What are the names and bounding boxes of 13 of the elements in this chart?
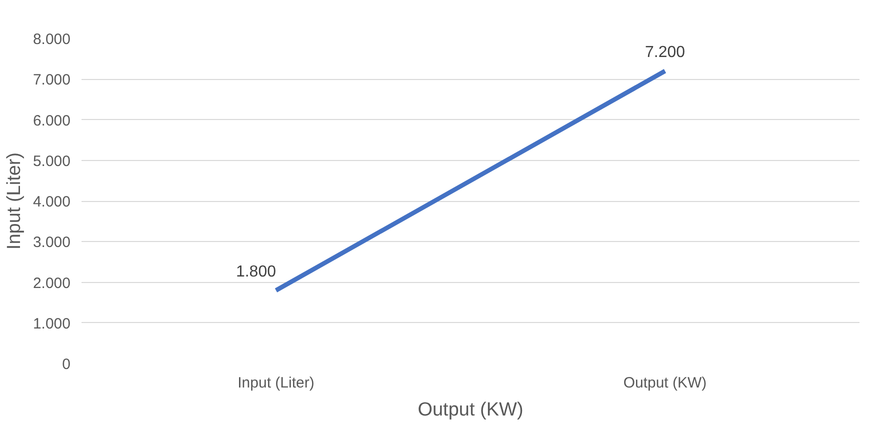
y-tick-label: 2.000	[32, 274, 71, 292]
x-axis-title: Output (KW)	[418, 400, 524, 420]
y-tick-label: 0	[62, 356, 70, 373]
y-tick-label: 6.000	[32, 112, 71, 130]
y-tick-label: 5.000	[32, 152, 71, 170]
y-tick-label: 3.000	[32, 234, 71, 252]
y-axis-title: Input (Liter)	[4, 152, 25, 250]
data-label: 1.800	[236, 263, 276, 280]
y-tick-label: 8.000	[32, 31, 71, 48]
y-tick-label: 4.000	[32, 194, 71, 210]
y-tick-label: 1.000	[32, 315, 71, 332]
y-tick-label: 7.000	[32, 72, 71, 89]
data-label: 7.200	[644, 44, 686, 61]
